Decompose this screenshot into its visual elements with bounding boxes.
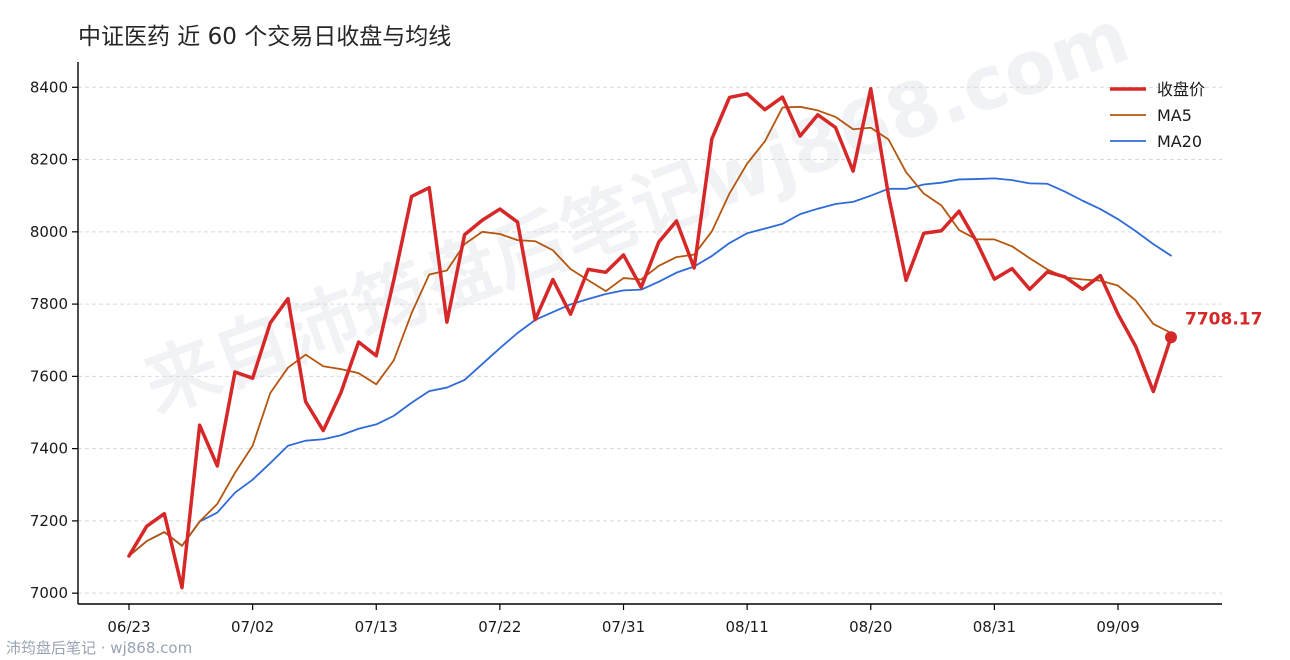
legend: 收盘价 MA5 MA20 xyxy=(1110,80,1205,151)
series-group: 7708.17 xyxy=(127,86,1262,590)
y-tick-label: 7200 xyxy=(30,512,68,530)
x-tick-label: 07/22 xyxy=(478,618,521,636)
x-tick-label: 06/23 xyxy=(107,618,150,636)
x-tick-label: 08/11 xyxy=(726,618,769,636)
axes: 7000 7200 7400 7600 7800 8000 8200 8400 06/23 07/… xyxy=(30,62,1222,636)
y-tick-label: 7000 xyxy=(30,584,68,602)
legend-label: MA5 xyxy=(1157,106,1192,125)
y-tick-label: 8000 xyxy=(30,223,68,241)
x-tick-label: 07/02 xyxy=(231,618,274,636)
last-point-marker xyxy=(1165,331,1177,344)
series-line-MA5 xyxy=(128,105,1172,557)
x-tick-label: 07/31 xyxy=(602,618,645,636)
y-tick-label: 7600 xyxy=(30,367,68,385)
legend-label: MA20 xyxy=(1157,132,1202,151)
footer-watermark: 沛筠盘后笔记 · wj868.com xyxy=(6,639,192,657)
x-tick-label: 09/09 xyxy=(1096,618,1139,636)
watermark: 来自沛筠盘后笔记wj868.com xyxy=(133,0,1140,430)
last-value-label: 7708.17 xyxy=(1185,309,1262,329)
y-tick-label: 8400 xyxy=(30,78,68,96)
series-line-收盘价 xyxy=(127,86,1173,590)
x-tick-label: 08/31 xyxy=(973,618,1016,636)
x-tick-label: 08/20 xyxy=(849,618,892,636)
series-line-MA20 xyxy=(128,177,1172,557)
legend-label: 收盘价 xyxy=(1157,80,1205,99)
y-tick-label: 7400 xyxy=(30,440,68,458)
grid xyxy=(78,86,1222,594)
y-tick-label: 7800 xyxy=(30,295,68,313)
chart-title: 中证医药 近 60 个交易日收盘与均线 xyxy=(78,24,451,50)
y-tick-label: 8200 xyxy=(30,151,68,169)
x-tick-label: 07/13 xyxy=(355,618,398,636)
